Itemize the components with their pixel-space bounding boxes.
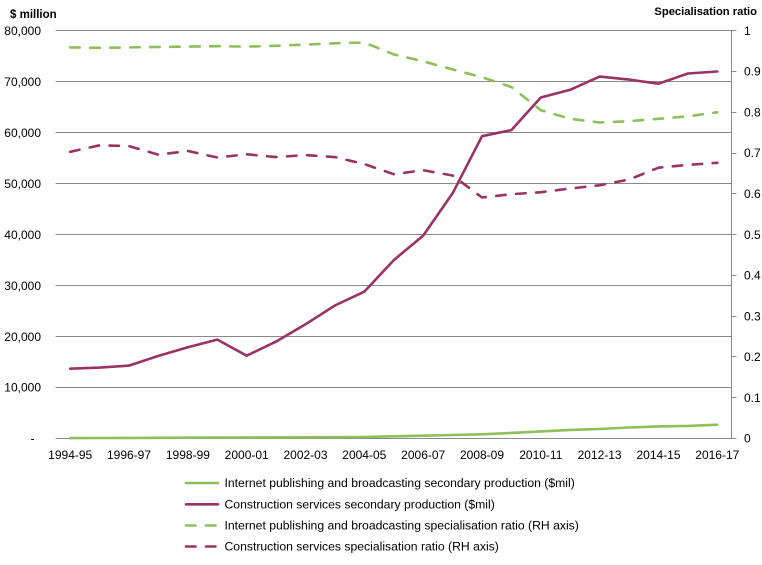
svg-text:2004-05: 2004-05 [342,448,386,462]
svg-text:0.6: 0.6 [744,187,761,201]
svg-text:Construction services secondar: Construction services secondary producti… [225,497,495,511]
svg-text:10,000: 10,000 [4,381,41,395]
svg-text:2010-11: 2010-11 [519,448,562,462]
svg-text:Internet publishing and broadc: Internet publishing and broadcasting spe… [225,519,579,533]
svg-text:2006-07: 2006-07 [401,448,445,462]
svg-text:0.2: 0.2 [744,350,761,364]
svg-text:2012-13: 2012-13 [578,448,622,462]
svg-text:50,000: 50,000 [4,177,41,191]
svg-text:0.7: 0.7 [744,146,761,160]
svg-text:1: 1 [744,24,751,38]
svg-text:0.3: 0.3 [744,309,761,323]
svg-text:1994-95: 1994-95 [48,448,92,462]
svg-text:0.9: 0.9 [744,65,761,79]
svg-text:0.4: 0.4 [744,269,761,283]
svg-text:0.8: 0.8 [744,106,761,120]
svg-text:30,000: 30,000 [4,279,41,293]
svg-text:40,000: 40,000 [4,228,41,242]
svg-text:0.5: 0.5 [744,228,761,242]
svg-text:20,000: 20,000 [4,330,41,344]
svg-text:60,000: 60,000 [4,126,41,140]
svg-text:2008-09: 2008-09 [460,448,504,462]
svg-text:1998-99: 1998-99 [166,448,210,462]
svg-text:Internet publishing and broadc: Internet publishing and broadcasting sec… [225,476,575,490]
svg-text:80,000: 80,000 [4,24,41,38]
svg-text:2002-03: 2002-03 [283,448,327,462]
svg-text:0.1: 0.1 [744,391,761,405]
svg-text:$ million: $ million [10,9,57,21]
svg-text:2014-15: 2014-15 [636,448,680,462]
svg-text:2000-01: 2000-01 [225,448,269,462]
svg-text:-: - [31,432,35,446]
svg-text:Specialisation ratio: Specialisation ratio [654,6,757,18]
svg-text:0: 0 [744,432,751,446]
svg-text:1996-97: 1996-97 [107,448,151,462]
svg-text:Construction services speciali: Construction services specialisation rat… [225,540,499,554]
svg-text:2016-17: 2016-17 [695,448,739,462]
svg-text:70,000: 70,000 [4,75,41,89]
